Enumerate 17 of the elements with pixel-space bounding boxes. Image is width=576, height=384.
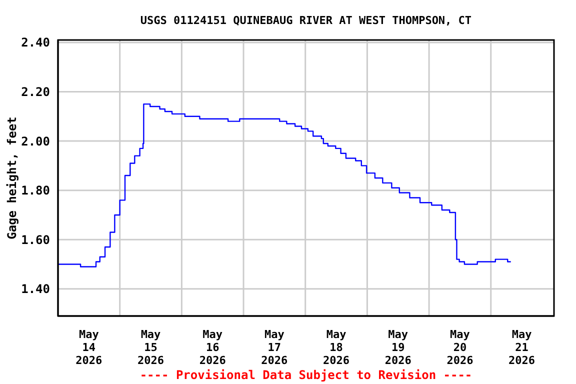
x-tick-label: May 14 2026	[76, 328, 103, 367]
x-tick-label: May 16 2026	[199, 328, 226, 367]
y-tick-label: 1.60	[21, 232, 50, 247]
chart-title: USGS 01124151 QUINEBAUG RIVER AT WEST THOMPSON, CT	[140, 14, 472, 27]
y-tick-label: 2.40	[21, 36, 50, 50]
x-tick-label: May 20 2026	[446, 328, 474, 367]
y-tick-label: 1.80	[21, 184, 50, 198]
x-tick-label: May 21 2026	[508, 328, 536, 367]
text: ---- Provisional Data Subject to Revision ----	[140, 368, 472, 382]
y-tick-label: 1.40	[21, 282, 50, 296]
y-axis-title: Gage height, feet	[5, 116, 19, 240]
x-tick-label: May 15 2026	[138, 328, 164, 367]
x-tick-label: May 17 2026	[261, 328, 288, 367]
y-tick-label: 2.20	[21, 85, 50, 100]
y-tick-label: 2.00	[21, 134, 50, 148]
x-tick-label: May 18 2026	[323, 328, 350, 367]
x-tick-label: May 19 2026	[384, 328, 412, 367]
